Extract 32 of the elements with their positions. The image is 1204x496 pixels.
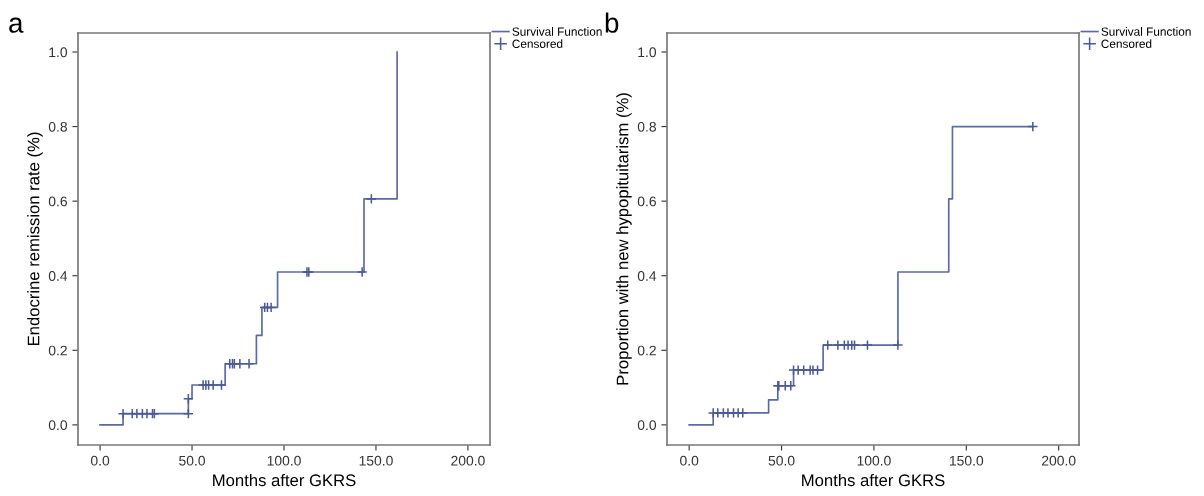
y-tick-label: 0.4 xyxy=(637,271,657,281)
y-tick-label: 1.0 xyxy=(638,47,657,58)
legend-label: Censored xyxy=(1101,39,1152,48)
x-tick-label: 100.0 xyxy=(267,455,301,466)
x-tick-label: 200.0 xyxy=(451,455,485,466)
legend-label: Survival Function xyxy=(1101,27,1191,36)
y-tick-label: 0.4 xyxy=(48,271,68,281)
x-tick-label: 150.0 xyxy=(949,455,984,466)
x-axis-title: Months after GKRS xyxy=(213,473,356,487)
y-tick-label: 0.0 xyxy=(48,420,68,431)
chart-title: a xyxy=(9,17,24,33)
legend-label: Censored xyxy=(512,39,563,48)
legend-label: Survival Function xyxy=(512,27,602,36)
y-axis-title: Proportion with new hypopituitarism (%) xyxy=(616,93,632,385)
y-tick-label: 1.0 xyxy=(49,47,68,58)
y-axis-title: Endocrine remission rate (%) xyxy=(27,132,43,346)
y-tick-label: 0.8 xyxy=(48,121,67,132)
x-tick-label: 100.0 xyxy=(857,455,891,466)
x-tick-label: 150.0 xyxy=(359,455,393,466)
y-tick-label: 0.2 xyxy=(48,345,67,356)
y-tick-label: 0.6 xyxy=(637,196,656,207)
x-axis-title: Months after GKRS xyxy=(802,473,945,487)
x-tick-label: 50.0 xyxy=(179,455,206,466)
x-tick-label: 50.0 xyxy=(768,455,795,466)
chart-title: b xyxy=(605,12,619,33)
x-tick-label: 0.0 xyxy=(90,455,110,466)
y-tick-label: 0.0 xyxy=(637,420,657,431)
x-tick-label: 0.0 xyxy=(680,455,699,466)
y-tick-label: 0.2 xyxy=(637,345,656,356)
x-tick-label: 200.0 xyxy=(1042,455,1076,466)
y-tick-label: 0.8 xyxy=(637,121,656,132)
y-tick-label: 0.6 xyxy=(48,196,67,207)
